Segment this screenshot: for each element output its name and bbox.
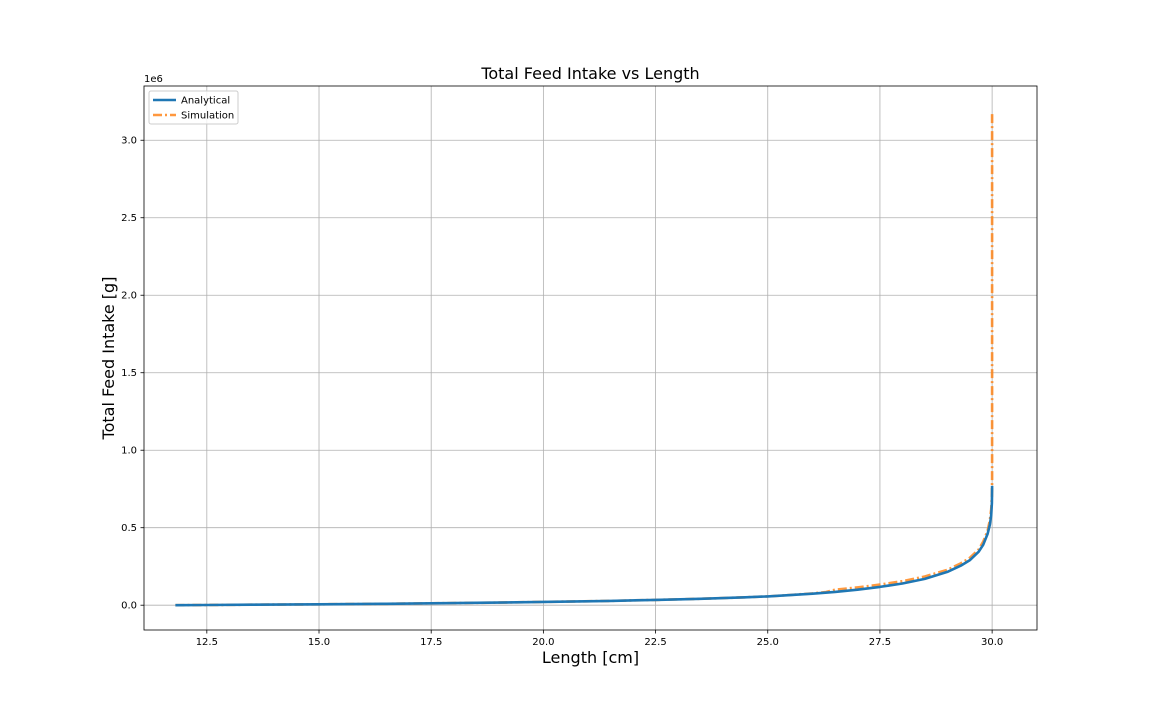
x-axis-ticks: 12.5 15.0 17.5 20.0 22.5 25.0 27.5 30.0 (196, 630, 1003, 648)
x-tick-label: 30.0 (981, 637, 1003, 648)
y-offset-label: 1e6 (144, 74, 163, 85)
y-tick-label: 0.0 (121, 601, 137, 612)
y-tick-label: 1.0 (121, 446, 137, 457)
y-tick-label: 1.5 (121, 368, 137, 379)
x-tick-label: 17.5 (420, 637, 442, 648)
x-tick-label: 25.0 (757, 637, 779, 648)
x-tick-label: 12.5 (196, 637, 218, 648)
y-tick-label: 2.0 (121, 291, 137, 302)
y-axis-label: Total Feed Intake [g] (99, 277, 118, 441)
chart-title: Total Feed Intake vs Length (480, 64, 699, 83)
plot-frame (143, 85, 1038, 631)
x-tick-label: 22.5 (644, 637, 666, 648)
y-tick-label: 0.5 (121, 523, 137, 534)
y-tick-label: 3.0 (121, 136, 137, 147)
legend: Analytical Simulation (148, 90, 239, 125)
series-layer (175, 113, 994, 607)
legend-label-simulation: Simulation (181, 111, 234, 122)
legend-label-analytical: Analytical (181, 96, 230, 107)
y-axis-ticks: 0.0 0.5 1.0 1.5 2.0 2.5 3.0 (121, 136, 144, 612)
series-line-analytical (175, 485, 994, 607)
y-tick-label: 2.5 (121, 213, 137, 224)
x-tick-label: 20.0 (532, 637, 554, 648)
x-tick-label: 15.0 (308, 637, 330, 648)
x-axis-label: Length [cm] (542, 648, 639, 667)
x-tick-label: 27.5 (869, 637, 891, 648)
